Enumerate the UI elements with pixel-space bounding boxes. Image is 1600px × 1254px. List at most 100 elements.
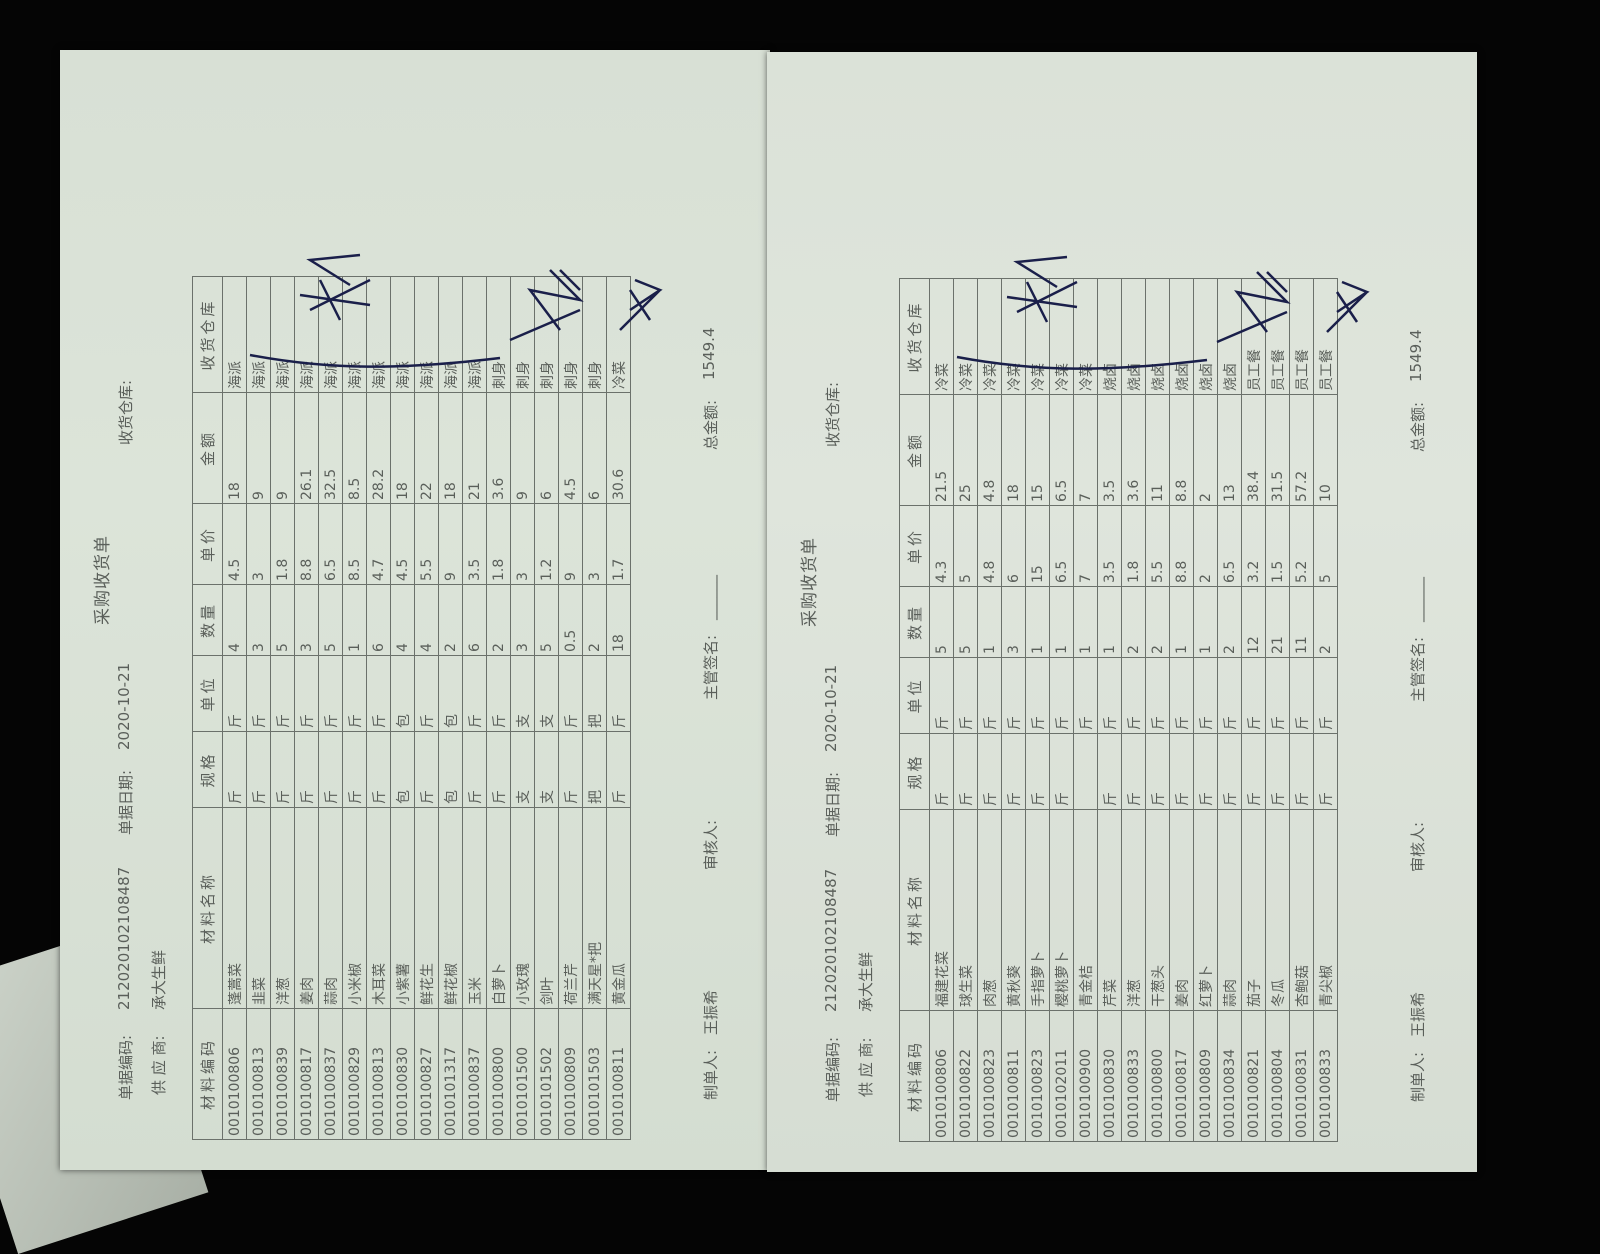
total-label: 总金额: (1409, 401, 1427, 452)
cell-quantity: 1 (977, 586, 1002, 658)
cell-material-name: 手指萝卜 (1025, 809, 1050, 1011)
cell-unit-price: 1.8 (270, 503, 295, 585)
cell-warehouse: 员工餐 (1289, 278, 1314, 395)
cell-unit: 斤 (1121, 657, 1146, 734)
manager-value: ______ (700, 575, 718, 620)
table-row: 0010100833 青尖椒斤斤 2 5 10 员工餐 (1313, 278, 1338, 1142)
cell-spec: 斤 (1049, 733, 1074, 810)
cell-unit: 斤 (1145, 657, 1170, 734)
cell-warehouse: 海派 (390, 276, 415, 393)
cell-material-name: 白萝卜 (486, 807, 511, 1009)
cell-material-code: 0010100813 (246, 1008, 271, 1140)
table-row: 0010100800 白萝卜斤斤 2 1.8 3.6 刺身 (486, 276, 511, 1140)
cell-amount: 18 (390, 392, 415, 504)
maker-label: 制单人: (702, 1049, 720, 1100)
cell-quantity: 3 (246, 584, 271, 656)
date-label: 单据日期: (117, 769, 135, 835)
cell-material-name: 姜肉 (294, 807, 319, 1009)
cell-material-name: 黄秋葵 (1001, 809, 1026, 1011)
cell-unit: 斤 (1025, 657, 1050, 734)
cell-quantity: 1 (1097, 586, 1122, 658)
header-material-name: 材料名称 (899, 809, 930, 1011)
cell-amount: 9 (510, 392, 535, 504)
table-row: 0010100833 洋葱斤斤 2 1.8 3.6 烧卤 (1121, 278, 1146, 1142)
cell-amount: 21.5 (929, 394, 954, 506)
cell-material-code: 0010100804 (1265, 1010, 1290, 1142)
cell-quantity: 5 (270, 584, 295, 656)
cell-material-code: 0010100830 (390, 1008, 415, 1140)
cell-amount: 4.8 (977, 394, 1002, 506)
cell-unit-price: 5.5 (414, 503, 439, 585)
cell-quantity: 2 (438, 584, 463, 656)
cell-warehouse: 员工餐 (1241, 278, 1266, 395)
header-unit: 单位 (899, 657, 930, 734)
cell-quantity: 1 (1025, 586, 1050, 658)
cell-quantity: 4 (222, 584, 247, 656)
cell-material-code: 0010100806 (929, 1010, 954, 1142)
cell-material-name: 冬瓜 (1265, 809, 1290, 1011)
cell-unit: 包 (438, 655, 463, 732)
cell-unit-price: 9 (558, 503, 583, 585)
table-row: 0010100823 手指萝卜斤斤 1 15 15 冷菜 (1025, 278, 1050, 1142)
cell-warehouse: 冷菜 (977, 278, 1002, 395)
cell-quantity: 5 (929, 586, 954, 658)
cell-warehouse: 刺身 (510, 276, 535, 393)
table-row: 0010100829 小米椒斤斤 1 8.5 8.5 海派 (342, 276, 367, 1140)
cell-unit-price: 4.5 (390, 503, 415, 585)
cell-unit: 斤 (953, 657, 978, 734)
table-row: 0010100834 蒜肉斤斤 2 6.5 13 烧卤 (1217, 278, 1242, 1142)
cell-warehouse: 冷菜 (953, 278, 978, 395)
cell-unit-price: 4.8 (977, 505, 1002, 587)
supplier-label: 供 应 商: (857, 1037, 875, 1097)
cell-unit: 斤 (414, 655, 439, 732)
cell-unit-price: 1.7 (606, 503, 631, 585)
cell-amount: 57.2 (1289, 394, 1314, 506)
cell-unit-price: 5.2 (1289, 505, 1314, 587)
cell-spec (1073, 733, 1098, 810)
cell-amount: 26.1 (294, 392, 319, 504)
table-row: 0010100839 洋葱斤斤 5 1.8 9 海派 (270, 276, 295, 1140)
cell-material-name: 鲜花生 (414, 807, 439, 1009)
cell-warehouse: 海派 (294, 276, 319, 393)
cell-material-code: 0010100837 (318, 1008, 343, 1140)
cell-unit-price: 3 (246, 503, 271, 585)
doc-no: 212020102108487 (115, 866, 133, 1010)
cell-amount: 6 (534, 392, 559, 504)
cell-material-name: 肉葱 (977, 809, 1002, 1011)
cell-quantity: 2 (582, 584, 607, 656)
cell-unit-price: 15 (1025, 505, 1050, 587)
cell-material-code: 0010100831 (1289, 1010, 1314, 1142)
header-unit-price: 单价 (899, 505, 930, 587)
cell-unit-price: 3 (582, 503, 607, 585)
cell-unit-price: 8.8 (1169, 505, 1194, 587)
cell-warehouse: 烧卤 (1169, 278, 1194, 395)
cell-warehouse: 冷菜 (1025, 278, 1050, 395)
supplier: 承大生鲜 (857, 951, 875, 1012)
cell-unit: 斤 (977, 657, 1002, 734)
cell-material-name: 蓬蒿菜 (222, 807, 247, 1009)
cell-amount: 6.5 (1049, 394, 1074, 506)
table-row: 0010100830 芹菜斤斤 1 3.5 3.5 烧卤 (1097, 278, 1122, 1142)
cell-amount: 9 (270, 392, 295, 504)
cell-amount: 7 (1073, 394, 1098, 506)
cell-quantity: 2 (486, 584, 511, 656)
cell-warehouse: 冷菜 (1001, 278, 1026, 395)
cell-spec: 斤 (222, 731, 247, 808)
cell-warehouse: 海派 (270, 276, 295, 393)
doc-no-label: 单据编码: (824, 1036, 842, 1102)
table-row: 0010100800 干葱头斤斤 2 5.5 11 烧卤 (1145, 278, 1170, 1142)
cell-amount: 18 (222, 392, 247, 504)
cell-spec: 斤 (1001, 733, 1026, 810)
cell-amount: 32.5 (318, 392, 343, 504)
cell-material-code: 0010100811 (606, 1008, 631, 1140)
cell-unit-price: 1.8 (486, 503, 511, 585)
cell-unit-price: 1.2 (534, 503, 559, 585)
cell-warehouse: 冷菜 (1073, 278, 1098, 395)
cell-material-code: 0010100827 (414, 1008, 439, 1140)
cell-amount: 18 (438, 392, 463, 504)
table-row: 0010100809 红萝卜斤斤 1 2 2 烧卤 (1193, 278, 1218, 1142)
cell-unit: 包 (390, 655, 415, 732)
table-row: 0010100809 荷兰芹斤斤 0.5 9 4.5 刺身 (558, 276, 583, 1140)
cell-material-name: 红萝卜 (1193, 809, 1218, 1011)
receipt-sheet-right: 采购收货单 单据编码: 212020102108487 单据日期: 2020-10-21… (767, 52, 1477, 1172)
